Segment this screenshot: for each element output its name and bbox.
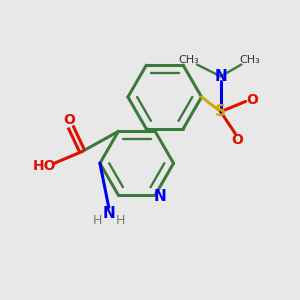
Text: N: N xyxy=(153,189,166,204)
Text: H: H xyxy=(116,214,125,227)
Text: N: N xyxy=(214,69,227,84)
Text: H: H xyxy=(92,214,102,227)
Text: CH₃: CH₃ xyxy=(178,55,199,65)
Text: CH₃: CH₃ xyxy=(239,55,260,65)
Text: O: O xyxy=(231,133,243,147)
Text: N: N xyxy=(102,206,115,221)
Text: HO: HO xyxy=(32,159,56,173)
Text: S: S xyxy=(215,104,226,119)
Text: O: O xyxy=(63,113,75,127)
Text: O: O xyxy=(246,93,258,107)
